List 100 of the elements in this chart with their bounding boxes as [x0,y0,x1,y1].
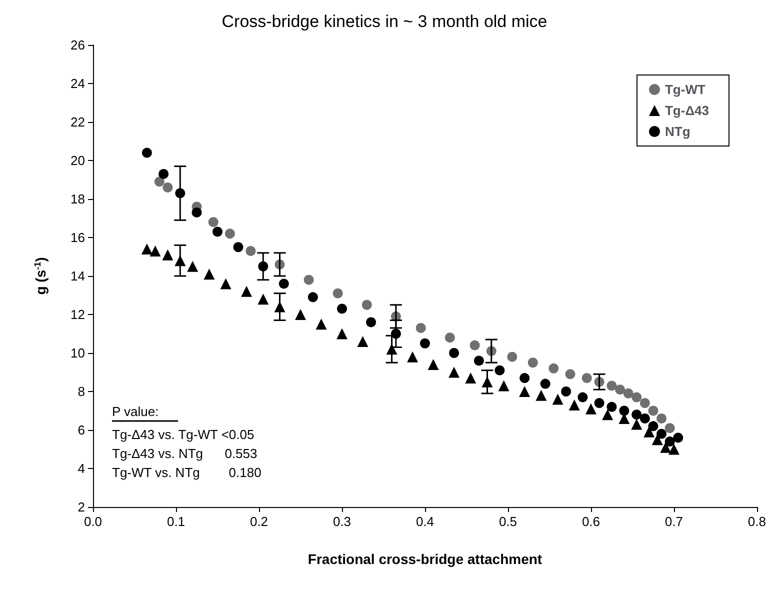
point [644,426,655,438]
y-tick-label: 24 [70,76,85,91]
point [498,380,510,392]
point [632,392,642,402]
y-tick-label: 12 [70,307,85,322]
y-tick-label: 26 [70,38,85,52]
point [561,386,572,396]
point [192,207,202,218]
point [142,148,152,158]
point [407,351,418,362]
point [220,278,232,290]
point [578,392,588,402]
point [640,413,650,424]
x-tick-label: 0.1 [166,514,186,529]
annotation: Tg-WT vs. NTg 0.180 [112,465,262,480]
point [568,399,580,410]
point [648,421,658,432]
point [536,390,547,401]
point [552,394,564,405]
x-tick-label: 0.2 [250,514,268,529]
y-tick-label: 2 [78,500,85,514]
x-tick-label: 0.8 [748,514,766,529]
point [520,373,530,384]
point [470,340,480,350]
point [258,294,269,305]
point [664,423,675,434]
point [141,244,152,255]
point [336,304,347,314]
y-tick-label: 8 [78,384,85,399]
point [585,403,596,414]
point [652,434,663,446]
point [449,348,460,358]
y-tick-label: 18 [70,192,85,206]
point [656,428,667,439]
point [619,406,630,416]
point [308,292,318,302]
point [528,358,538,368]
point [494,365,505,376]
point [208,217,218,228]
point [448,366,460,378]
y-tick-label: 4 [78,461,85,476]
point [631,418,642,430]
point [224,228,235,239]
point [632,410,642,420]
point [212,226,222,237]
point [233,242,244,252]
point [278,278,289,289]
point [204,268,215,280]
point [602,409,614,420]
y-tick-label: 22 [70,114,85,130]
point [162,249,174,260]
point [474,356,484,366]
point [357,336,368,347]
point [640,398,650,408]
point [332,288,343,298]
point [623,388,634,398]
point [162,182,173,192]
point [656,413,667,424]
point [336,328,348,340]
point [187,260,198,272]
point [241,286,252,297]
point [416,322,426,333]
point [648,406,658,416]
annotation: Tg-Δ43 vs. Tg-WT <0.05 [112,427,254,442]
point [420,338,430,348]
point [594,398,604,408]
point [606,380,617,391]
point [428,359,439,370]
y-tick-label: 10 [70,346,85,360]
x-tick-label: 0.7 [664,514,684,529]
point [366,317,376,328]
y-tick-label: 6 [78,422,85,438]
point [582,373,592,384]
point [540,378,550,389]
y-axis-title: g (s-1) [32,257,48,295]
x-axis-title: Fractional cross-bridge attachment [308,551,542,567]
point [615,384,626,395]
legend-label: Tg-WT [664,82,706,97]
point [316,318,327,330]
annotation: P value: [112,404,159,419]
point [565,369,576,380]
point [519,386,530,397]
legend-label: Tg-Δ43 [664,103,709,118]
x-tick-label: 0.0 [84,514,102,529]
point [362,300,372,310]
y-tick-label: 14 [70,268,85,284]
x-tick-label: 0.6 [582,514,600,529]
point [660,442,672,453]
point [507,352,518,362]
chart-title: Cross-bridge kinetics in ~ 3 month old mice [222,12,548,31]
y-tick-label: 16 [70,230,85,245]
x-tick-label: 0.4 [416,514,434,529]
point [444,332,455,343]
point [150,245,161,256]
point [465,372,476,384]
point [304,274,314,285]
point [673,432,684,443]
point [548,363,559,374]
point [294,309,306,320]
point [246,246,256,256]
